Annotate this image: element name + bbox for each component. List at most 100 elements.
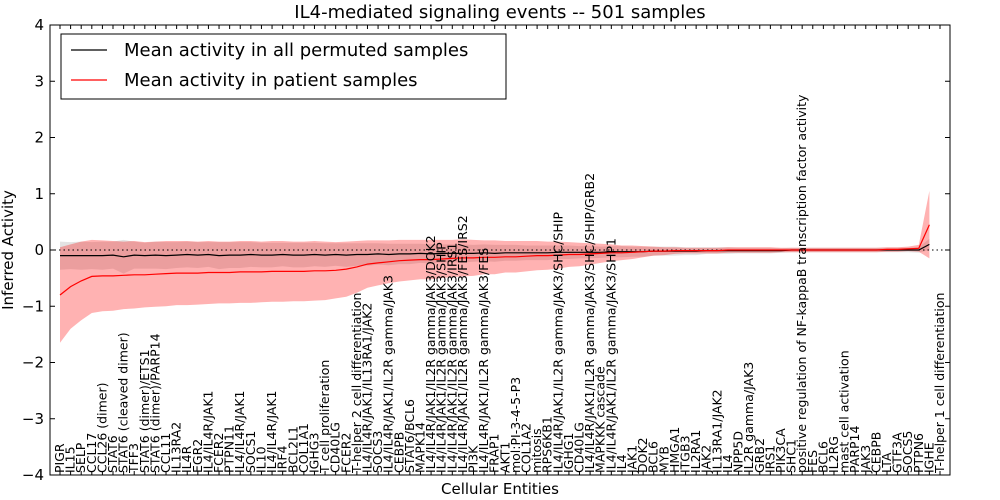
x-tick-label: JAK3 [858,445,873,474]
x-tick-label: SHC1 [784,439,799,473]
y-tick-label: −3 [22,410,44,428]
x-tick-label: IGHG3 [306,433,321,473]
x-tick-label: PTPN11 [222,425,237,473]
x-tick-label: STAT6 (cleaved dimer) [116,332,131,473]
x-tick-label: IL4/IL4R/JAK1/IL2R gamma/JAK3/SHC/SHIP/G… [582,173,597,473]
x-tick-label: CCL11 [158,433,173,473]
x-tick-label: IL4/IL4R/JAK1/IL2R gamma/JAK3/SHP1 [603,238,618,473]
x-tick-label: RPS6KB1 [540,416,555,473]
x-tick-label: COL1A2 [519,423,534,473]
x-tick-label: STAT6 (dimer)/PARP14 [147,333,162,473]
x-tick-label: IL4/IL4R/JAK1 [264,391,279,473]
x-tick-label: T cell proliferation [317,360,332,474]
confidence-band-patient [60,190,930,343]
x-tick-label: DOK2 [635,437,650,473]
x-tick-label: IRF4 [275,445,290,473]
x-tick-label: IGHE [921,442,936,473]
x-tick-label: PTPN6 [911,433,926,473]
x-tick-label: EGR2 [190,439,205,473]
x-tick-label: IL4 [614,454,629,473]
x-tick-label: BCL2L1 [285,426,300,473]
x-tick-label: IL4/IL4R/JAK1/IL2R gamma/JAK3/DOK2 [423,235,438,473]
x-tick-label: IL13RA1/JAK2 [709,389,724,473]
chart-title: IL4-mediated signaling events -- 501 sam… [294,2,705,23]
x-tick-label: STAT6 (dimer)/ETS1 [137,349,152,473]
x-tick-label: IL4R [179,445,194,473]
y-axis-label: Inferred Activity [0,190,17,310]
legend: Mean activity in all permuted samples Me… [60,33,507,100]
x-tick-label: CD40LG [572,422,587,473]
x-tick-label: IGHG1 [561,433,576,473]
x-tick-label: PIGR [52,443,67,473]
x-tick-label: CCL17 [84,433,99,473]
x-tick-label: IL4/IL4R/JAK1/IL2R gamma/JAK3/SHIP [434,242,449,473]
x-tick-label: PI3K [465,445,480,473]
x-tick-label: BCL6 [646,441,661,473]
x-tick-label: IL4/IL4R/JAK1 [232,391,247,473]
y-tick-label: −4 [22,466,44,484]
x-tick-label: IL4/IL4R/JAK1/IL2R gamma/JAK3/SHC/SHIP [550,212,565,473]
y-tick-label: 3 [34,72,44,90]
x-tick-label: JAK1 [625,445,640,474]
x-tick-label: HMGA1 [667,427,682,473]
x-tick-label: SELP [73,442,88,473]
x-tick-label: GRB2 [752,438,767,473]
x-tick-label: mol:PI-3-4-5-P3 [508,377,523,473]
x-tick-label: IL2RA1 [688,430,703,473]
x-tick-label: IL15 [63,446,78,473]
confidence-band-permuted [60,238,930,274]
x-tick-label: IL13RA2 [169,422,184,473]
x-tick-label: FES [805,450,820,473]
x-tick-label: IL2RG [826,436,841,473]
x-tick-label: NPP5D [731,431,746,473]
x-tick-label: STAT6 [105,435,120,473]
x-tick-label: TFF3 [126,443,141,474]
x-tick-label: CEBPB [868,432,883,473]
x-tick-label: CEBPB [391,432,406,473]
x-tick-label: MAPK14 [412,422,427,473]
x-tick-label: STAT6/BCL6 [402,399,417,473]
x-tick-label: FCER2 [211,433,226,473]
y-tick-label: −1 [22,297,44,315]
x-tick-label: JAK2 [699,445,714,474]
x-tick-label: IL4/IL4R/JAK1/IL2R gamma/JAK3 [381,275,396,473]
legend-label-permuted: Mean activity in all permuted samples [124,40,468,61]
x-tick-label: PARP14 [847,426,862,473]
y-tick-label: 0 [34,241,44,259]
legend-label-patient: Mean activity in patient samples [124,70,418,91]
x-tick-label: IL4/IL4R/JAK1/IL2R gamma/JAK3/IRS1 [444,243,459,473]
x-tick-label: CD40LG [328,422,343,473]
x-tick-label: SOCS5 [900,431,915,473]
x-tick-label: IL4/IL4R/JAK1/IL2R gamma/JAK3/FES [476,248,491,473]
series-line-patient [59,224,930,296]
x-tick-label: IL4/IL4R/JAK1/IL2R gamma/JAK3/FES/IRS2 [455,215,470,473]
x-tick-label: MYB [656,446,671,473]
x-tick-label: FCER2 [338,433,353,473]
y-tick-label: 4 [34,16,44,34]
x-tick-label: COL1A1 [296,423,311,473]
x-tick-label: IRS1 [762,445,777,473]
legend-box [60,33,507,100]
x-tick-label: PIK3CA [773,428,788,473]
y-tick-label: 2 [34,129,44,147]
x-tick-label: T-helper 1 cell differentiation [932,293,947,474]
x-tick-label: CCL26 (dimer) [94,383,109,473]
x-tick-label: IL4/IL4R/JAK1 [200,391,215,473]
y-tick-label: −2 [22,354,44,372]
x-tick-label: IL4/IL4R/JAK1/IL13RA1/JAK2 [359,303,374,473]
x-tick-label: SOCS1 [243,431,258,473]
x-tick-label: BCL6 [815,441,830,473]
x-tick-label: IL2R gamma/JAK3 [741,362,756,473]
x-axis-label: Cellular Entities [441,480,559,498]
x-tick-label: ITGB3 [678,435,693,473]
x-tick-label: positive regulation of NF-kappaB transcr… [794,94,809,473]
x-tick-label: mast cell activation [837,350,852,473]
y-tick-label: 1 [34,185,44,203]
x-tick-label: T-helper 2 cell differentiation [349,293,364,474]
x-tick-label: SOCS3 [370,431,385,473]
x-tick-label: FRAP1 [487,434,502,473]
x-tick-label: AKT1 [497,442,512,473]
x-tick-label: LTA [879,452,894,473]
x-tick-label: GTF3A [890,432,905,473]
